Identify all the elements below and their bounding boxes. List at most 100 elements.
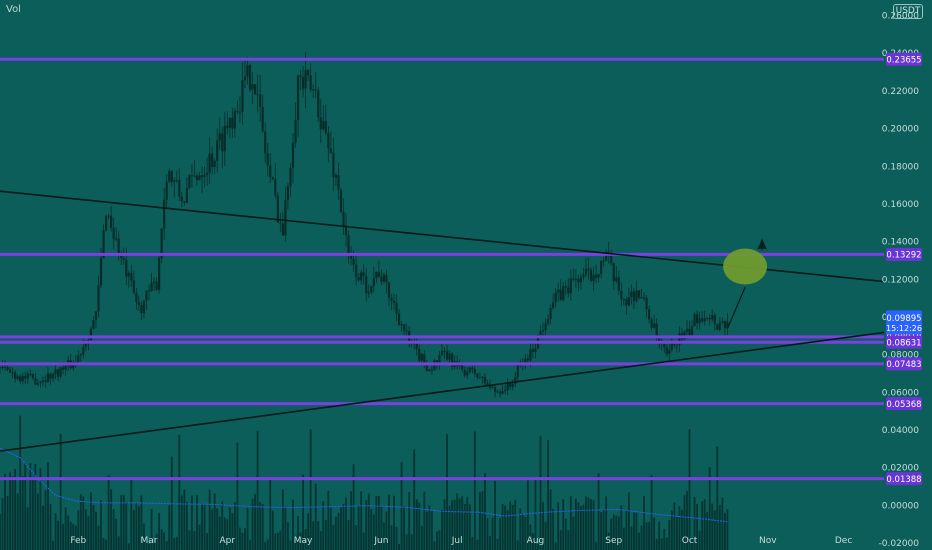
- y-tick-label: 0.12000: [882, 275, 919, 285]
- candle-body: [102, 230, 105, 259]
- candle-body: [435, 360, 439, 363]
- volume-bar: [24, 463, 27, 550]
- candle-body: [29, 373, 32, 375]
- candle-body: [529, 349, 532, 361]
- projection-trendline[interactable]: [726, 287, 746, 329]
- candle-body: [584, 268, 588, 275]
- candle-body: [84, 343, 87, 347]
- candle-body: [390, 297, 393, 301]
- candle-countdown-label: 15:12:26: [886, 324, 922, 333]
- volume-bar: [574, 498, 577, 550]
- volume-bar: [54, 513, 57, 550]
- x-tick-label: May: [294, 536, 313, 546]
- volume-bar: [309, 429, 312, 550]
- volume-bar: [297, 516, 299, 550]
- volume-bar: [213, 493, 216, 550]
- candle-body: [723, 321, 726, 329]
- candle-body: [673, 343, 676, 345]
- volume-bar: [451, 500, 454, 550]
- x-tick-label: Aug: [527, 536, 545, 546]
- volume-bar: [696, 504, 698, 550]
- volume-bar: [446, 434, 448, 550]
- candle-body: [594, 274, 598, 278]
- candle-body: [349, 255, 353, 259]
- candle-body: [158, 258, 161, 290]
- price-axis[interactable]: 0.260000.240000.220000.200000.180000.160…: [879, 12, 920, 549]
- volume-bar: [145, 537, 148, 550]
- candle-body: [355, 264, 358, 278]
- volume-bar: [701, 501, 704, 550]
- candle-body: [451, 353, 454, 367]
- candle-body: [488, 385, 492, 388]
- volume-bar: [239, 527, 241, 550]
- volume-bar: [264, 541, 267, 550]
- candle-body: [120, 255, 123, 259]
- volume-bar: [1, 498, 4, 550]
- volume-bar: [62, 523, 65, 550]
- volume-bar: [668, 519, 671, 550]
- horizontal-levels[interactable]: [0, 57, 884, 481]
- volume-bar: [383, 522, 385, 550]
- candle-body: [193, 175, 196, 177]
- candle-body: [152, 281, 156, 283]
- candle-body: [317, 90, 320, 118]
- volume-bar: [168, 505, 171, 550]
- level-price-tag-label: 0.23655: [886, 55, 921, 65]
- candle-body: [653, 323, 656, 328]
- volume-bar: [486, 518, 489, 550]
- candle-body: [221, 133, 224, 152]
- volume-bar: [468, 504, 471, 550]
- volume-bar: [625, 510, 628, 550]
- y-tick-label: 0.26000: [882, 12, 919, 22]
- candle-body: [622, 298, 625, 300]
- candle-body: [3, 366, 7, 368]
- ascending-support-trendline[interactable]: [0, 331, 885, 452]
- candle-body: [329, 148, 332, 153]
- volume-bar: [688, 429, 691, 550]
- trendlines[interactable]: [0, 190, 885, 452]
- candle-body: [395, 303, 398, 314]
- volume-bar: [79, 494, 82, 550]
- candle-body: [400, 324, 403, 326]
- volume-bar: [269, 479, 272, 550]
- candle-body: [185, 187, 189, 203]
- time-axis[interactable]: Feb Mar Apr May Jun Jul Aug Sep Oct Nov Dec: [70, 536, 852, 546]
- candle-body: [243, 76, 247, 81]
- candle-body: [675, 344, 678, 346]
- volume-bar: [448, 506, 451, 550]
- candle-body: [567, 287, 570, 294]
- candle-body: [463, 369, 466, 376]
- candle-body: [690, 326, 694, 335]
- volume-bar: [499, 518, 501, 550]
- candle-body: [385, 274, 388, 283]
- volume-bar: [148, 543, 150, 550]
- volume-bar: [115, 518, 118, 550]
- y-tick-label: 0.16000: [882, 200, 919, 210]
- volume-bar: [34, 463, 37, 550]
- x-tick-label: Jul: [451, 536, 463, 546]
- volume-bar: [11, 476, 14, 550]
- candle-body: [1, 366, 4, 368]
- volume-bar: [605, 496, 608, 550]
- volume-bar: [438, 530, 441, 550]
- candle-body: [592, 274, 595, 281]
- candle-body: [360, 272, 363, 281]
- volume-bar: [529, 524, 532, 550]
- volume-bar: [683, 494, 686, 550]
- candle-body: [577, 278, 580, 283]
- volume-bar: [289, 540, 292, 550]
- volume-bar: [721, 497, 724, 550]
- candle-body: [238, 111, 242, 113]
- volume-bar: [665, 537, 668, 550]
- candle-body: [367, 292, 370, 294]
- volume-bar: [72, 523, 75, 550]
- volume-bar: [506, 510, 509, 550]
- volume-bar: [708, 467, 711, 550]
- candle-body: [397, 313, 401, 326]
- candle-body: [347, 235, 350, 256]
- currency-badge[interactable]: USDT: [893, 4, 923, 19]
- volume-bar: [491, 517, 494, 550]
- candle-body: [344, 225, 348, 236]
